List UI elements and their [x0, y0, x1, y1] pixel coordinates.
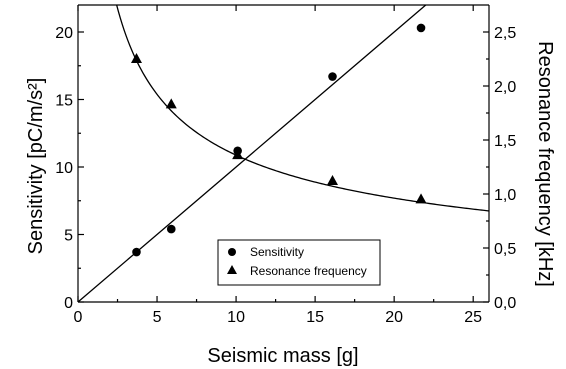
legend-label-resonance-frequency: Resonance frequency [250, 264, 367, 278]
legend: Sensitivity Resonance frequency [217, 239, 381, 286]
resonance-frequency-series [130, 53, 427, 204]
x-tick-label: 10 [227, 309, 245, 326]
plot-area: 0 5 10 15 20 25 0 5 10 15 20 0,0 0,5 1,0 1,5 2,0 2,5 [55, 4, 516, 326]
resonance-frequency-point [327, 175, 339, 186]
x-tick-label: 0 [74, 309, 83, 326]
y-right-tick-label: 0,5 [494, 241, 516, 258]
x-tick-label: 15 [306, 309, 324, 326]
sensitivity-point [132, 247, 141, 257]
y-right-tick-label: 1,0 [494, 187, 516, 204]
resonance-frequency-point [232, 149, 244, 160]
x-tick-label: 20 [385, 309, 403, 326]
resonance-frequency-point [165, 98, 177, 109]
sensitivity-point [416, 23, 426, 33]
x-axis-title: Seismic mass [g] [207, 345, 358, 367]
legend-marker-resonance-frequency [227, 265, 237, 274]
resonance-frequency-point [130, 53, 142, 63]
sensitivity-point [328, 72, 337, 81]
sensitivity-fit-line [78, 5, 427, 302]
y-left-axis-title: Sensitivity [pC/m/s²] [25, 78, 47, 255]
y-left-tick-label: 0 [64, 295, 73, 312]
y-left-tick-label: 10 [55, 160, 73, 177]
x-tick-label: 25 [464, 309, 482, 326]
legend-label-sensitivity: Sensitivity [250, 245, 304, 259]
resonance-frequency-point [415, 193, 427, 204]
sensitivity-series [132, 23, 426, 257]
legend-marker-sensitivity [228, 248, 236, 256]
y-left-tick-label: 15 [55, 93, 73, 110]
y-right-tick-label: 2,5 [494, 25, 516, 42]
y-right-axis-title: Resonance frequency [kHz] [534, 41, 556, 287]
legend-box [217, 239, 381, 286]
x-tick-label: 5 [153, 309, 162, 326]
y-right-tick-label: 1,5 [494, 133, 516, 150]
y-right-tick-label: 2,0 [494, 79, 516, 96]
y-left-tick-label: 5 [64, 228, 73, 245]
y-right-tick-label: 0,0 [494, 295, 516, 312]
sensitivity-point [166, 224, 176, 234]
y-left-tick-label: 20 [55, 25, 73, 42]
